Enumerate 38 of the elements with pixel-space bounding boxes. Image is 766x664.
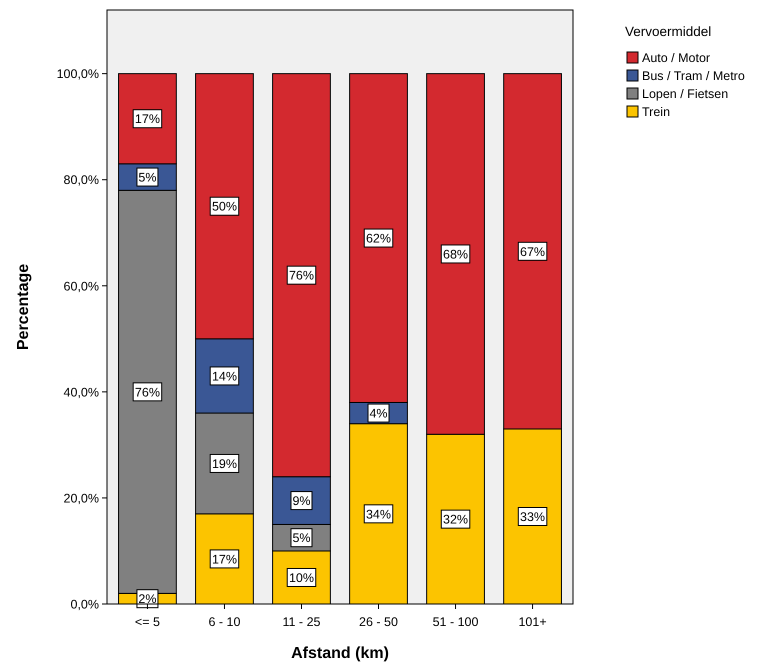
data-label: 14% [212,369,237,384]
y-tick-label: 0,0% [70,598,99,612]
data-label: 5% [292,531,311,546]
data-label: 17% [134,112,160,126]
data-label: 33% [520,510,546,524]
data-label: 34% [366,507,392,522]
x-tick-label: 26 - 50 [359,615,398,629]
legend-label: Bus / Tram / Metro [642,69,745,83]
data-label: 19% [212,456,237,471]
y-tick-label: 40,0% [64,385,99,400]
x-tick-label: 51 - 100 [432,615,479,629]
y-tick-label: 80,0% [64,173,99,188]
data-label: 76% [134,385,160,400]
data-label: 10% [288,570,314,585]
data-label: 9% [292,494,311,508]
data-label: 17% [212,552,237,566]
x-tick-label: <= 5 [134,615,160,629]
y-axis-title: Percentage [15,264,32,350]
x-tick-label: 6 - 10 [208,615,240,629]
legend-title: Vervoermiddel [625,24,712,39]
x-axis-title: Afstand (km) [291,645,389,662]
data-label: 5% [138,170,156,185]
data-label: 68% [443,247,468,262]
legend-label: Auto / Motor [642,51,710,65]
y-tick-label: 100,0% [56,67,99,82]
y-tick-label: 60,0% [64,279,99,294]
x-tick-label: 11 - 25 [282,615,321,629]
data-label: 2% [138,592,156,606]
data-label: 76% [288,268,314,283]
data-label: 62% [366,232,392,246]
data-label: 4% [369,406,388,421]
x-tick-label: 101+ [518,615,547,629]
y-tick-label: 20,0% [64,491,99,506]
data-label: 50% [212,200,237,214]
data-label: 32% [443,512,468,527]
data-label: 67% [520,244,546,259]
legend-label: Lopen / Fietsen [642,87,728,101]
legend-label: Trein [642,105,670,119]
